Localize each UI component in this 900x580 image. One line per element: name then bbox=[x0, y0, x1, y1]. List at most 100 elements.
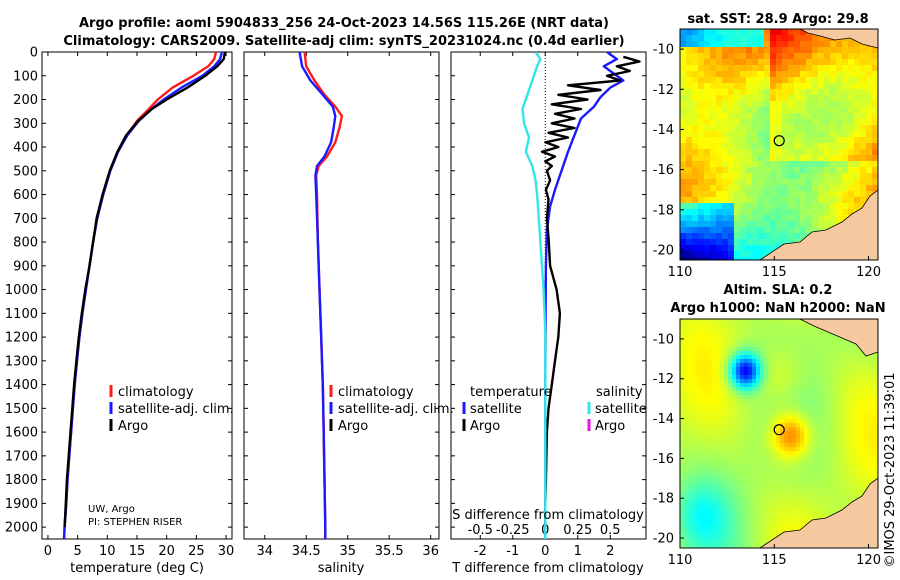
heatmap-cell bbox=[784, 359, 789, 364]
heatmap-cell bbox=[872, 431, 877, 436]
heatmap-cell bbox=[768, 359, 773, 364]
heatmap-cell bbox=[724, 535, 729, 540]
heatmap-cell bbox=[804, 471, 809, 476]
heatmap-cell bbox=[734, 143, 741, 150]
heatmap-cell bbox=[712, 419, 717, 424]
heatmap-cell bbox=[782, 53, 789, 60]
heatmap-cell bbox=[734, 197, 741, 204]
heatmap-cell bbox=[812, 71, 819, 78]
heatmap-cell bbox=[824, 515, 829, 520]
heatmap-cell bbox=[692, 59, 699, 66]
legend-argo-label: Argo bbox=[118, 419, 148, 434]
heatmap-cell bbox=[800, 327, 805, 332]
heatmap-cell bbox=[816, 427, 821, 432]
heatmap-cell bbox=[770, 185, 777, 192]
heatmap-cell bbox=[824, 443, 829, 448]
heatmap-cell bbox=[680, 155, 687, 162]
heatmap-cell bbox=[832, 419, 837, 424]
heatmap-cell bbox=[688, 375, 693, 380]
heatmap-cell bbox=[712, 511, 717, 516]
heatmap-cell bbox=[836, 347, 841, 352]
heatmap-cell bbox=[680, 515, 685, 520]
heatmap-cell bbox=[796, 391, 801, 396]
sst-argo-marker bbox=[773, 135, 785, 147]
heatmap-cell bbox=[732, 435, 737, 440]
heatmap-cell bbox=[716, 83, 723, 90]
heatmap-cell bbox=[744, 483, 749, 488]
heatmap-cell bbox=[764, 483, 769, 488]
heatmap-cell bbox=[680, 495, 685, 500]
heatmap-cell bbox=[692, 191, 699, 198]
heatmap-cell bbox=[784, 475, 789, 480]
salinity-legend: climatology satellite-adj. clim. Argo bbox=[329, 385, 454, 434]
heatmap-cell bbox=[680, 215, 687, 222]
heatmap-cell bbox=[728, 451, 733, 456]
heatmap-cell bbox=[830, 197, 837, 204]
heatmap-cell bbox=[680, 527, 685, 532]
heatmap-cell bbox=[872, 113, 878, 120]
heatmap-cell bbox=[812, 347, 817, 352]
heatmap-cell bbox=[722, 83, 729, 90]
heatmap-cell bbox=[724, 479, 729, 484]
heatmap-cell bbox=[792, 491, 797, 496]
heatmap-cell bbox=[758, 77, 765, 84]
heatmap-cell bbox=[828, 367, 833, 372]
heatmap-cell bbox=[680, 543, 685, 548]
heatmap-cell bbox=[752, 233, 759, 240]
heatmap-cell bbox=[724, 519, 729, 524]
heatmap-cell bbox=[700, 435, 705, 440]
heatmap-cell bbox=[698, 95, 705, 102]
heatmap-cell bbox=[716, 319, 721, 324]
heatmap-cell bbox=[788, 323, 793, 328]
heatmap-cell bbox=[806, 155, 813, 162]
heatmap-cell bbox=[712, 491, 717, 496]
heatmap-cell bbox=[700, 479, 705, 484]
heatmap-cell bbox=[776, 355, 781, 360]
heatmap-cell bbox=[752, 251, 759, 258]
heatmap-cell bbox=[836, 443, 841, 448]
heatmap-cell bbox=[788, 375, 793, 380]
heatmap-cell bbox=[818, 179, 825, 186]
heatmap-cell bbox=[840, 367, 845, 372]
heatmap-cell bbox=[752, 119, 759, 126]
heatmap-cell bbox=[804, 323, 809, 328]
heatmap-cell bbox=[756, 491, 761, 496]
heatmap-cell bbox=[816, 395, 821, 400]
heatmap-cell bbox=[734, 65, 741, 72]
x-tick-label: 34.5 bbox=[292, 544, 321, 559]
heatmap-cell bbox=[780, 495, 785, 500]
heatmap-cell bbox=[740, 383, 745, 388]
heatmap-cell bbox=[692, 251, 699, 258]
heatmap-cell bbox=[696, 399, 701, 404]
heatmap-cell bbox=[864, 455, 869, 460]
heatmap-cell bbox=[736, 479, 741, 484]
heatmap-cell bbox=[692, 173, 699, 180]
heatmap-cell bbox=[708, 403, 713, 408]
heatmap-cell bbox=[736, 383, 741, 388]
heatmap-cell bbox=[688, 379, 693, 384]
heatmap-cell bbox=[720, 507, 725, 512]
heatmap-cell bbox=[720, 323, 725, 328]
heatmap-cell bbox=[816, 367, 821, 372]
heatmap-cell bbox=[764, 331, 769, 336]
heatmap-cell bbox=[860, 423, 865, 428]
heatmap-cell bbox=[728, 363, 733, 368]
heatmap-cell bbox=[824, 403, 829, 408]
heatmap-cell bbox=[776, 113, 783, 120]
heatmap-cell bbox=[812, 483, 817, 488]
heatmap-cell bbox=[848, 119, 855, 126]
heatmap-cell bbox=[740, 495, 745, 500]
heatmap-cell bbox=[752, 355, 757, 360]
heatmap-cell bbox=[704, 65, 711, 72]
heatmap-cell bbox=[720, 423, 725, 428]
heatmap-cell bbox=[816, 431, 821, 436]
heatmap-cell bbox=[780, 491, 785, 496]
heatmap-cell bbox=[806, 41, 813, 48]
heatmap-cell bbox=[820, 367, 825, 372]
heatmap-cell bbox=[836, 399, 841, 404]
heatmap-cell bbox=[820, 371, 825, 376]
heatmap-cell bbox=[752, 515, 757, 520]
heatmap-cell bbox=[776, 483, 781, 488]
heatmap-cell bbox=[712, 387, 717, 392]
heatmap-cell bbox=[764, 125, 771, 132]
